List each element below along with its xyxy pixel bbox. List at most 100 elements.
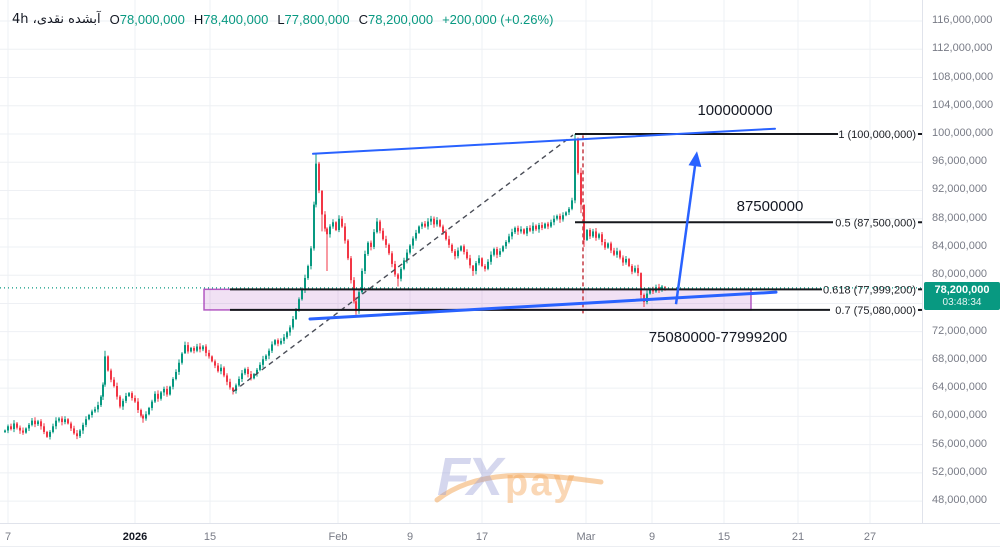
x-axis-label: 7 xyxy=(4,531,12,543)
candle xyxy=(622,257,624,263)
candle xyxy=(601,234,603,243)
candle xyxy=(604,242,606,248)
candle xyxy=(514,227,516,233)
candle xyxy=(580,172,582,205)
candle xyxy=(496,249,498,255)
candle xyxy=(163,388,165,393)
candle xyxy=(556,215,558,219)
candle xyxy=(613,250,615,255)
candle xyxy=(226,375,228,382)
ohlc-low: L77,800,000 xyxy=(277,11,350,27)
candle xyxy=(625,258,627,263)
last-price: 78,200,000 xyxy=(934,284,990,296)
candle xyxy=(475,263,477,271)
price-axis[interactable]: 78,200,000 03:48:34 116,000,000 112,000,0… xyxy=(922,0,1000,523)
candle xyxy=(25,428,27,433)
bar-countdown: 03:48:34 xyxy=(942,297,982,308)
candle xyxy=(616,251,618,255)
candle xyxy=(151,401,153,408)
candle xyxy=(79,430,81,437)
candle xyxy=(214,361,216,366)
candle xyxy=(315,163,317,205)
candle xyxy=(205,346,207,353)
candle xyxy=(457,250,459,257)
fib-retracement[interactable]: 1 (100,000,000) 0.5 (87,500,000) 0.618 (77… xyxy=(230,129,923,317)
candle xyxy=(361,270,363,293)
candle xyxy=(82,424,84,431)
y-axis-label: 92,000,000 xyxy=(932,183,988,196)
candle xyxy=(628,258,630,267)
candle xyxy=(577,138,579,173)
candle xyxy=(318,163,320,191)
candle xyxy=(43,426,45,432)
candle xyxy=(58,418,60,421)
candle xyxy=(253,374,255,379)
candle xyxy=(49,431,51,437)
candle xyxy=(119,396,121,407)
mid-level-annotation[interactable]: 87500000 xyxy=(736,198,804,215)
candle xyxy=(131,393,133,399)
candle xyxy=(418,226,420,233)
candle xyxy=(421,223,423,227)
candle xyxy=(382,230,384,240)
candle xyxy=(40,421,42,427)
candle xyxy=(256,369,258,375)
candle xyxy=(427,221,429,227)
candle xyxy=(415,232,417,239)
y-axis-label: 88,000,000 xyxy=(932,211,988,224)
projection-arrow[interactable] xyxy=(674,151,702,305)
candle xyxy=(265,355,267,360)
target-price-annotation[interactable]: 100000000 xyxy=(697,102,773,119)
y-axis-label: 80,000,000 xyxy=(932,268,988,281)
candle xyxy=(67,419,69,424)
y-axis-label: 100,000,000 xyxy=(932,127,994,139)
x-axis-label: 27 xyxy=(863,531,877,543)
candle xyxy=(181,353,183,363)
lower-blue-trendline[interactable] xyxy=(308,290,778,321)
candle xyxy=(286,332,288,338)
candle xyxy=(565,212,567,216)
candle xyxy=(409,245,411,253)
candle xyxy=(350,258,352,281)
upper-blue-trendline[interactable] xyxy=(312,127,776,155)
candle xyxy=(529,227,531,231)
candle xyxy=(91,411,93,415)
candle xyxy=(34,420,36,425)
candle xyxy=(544,223,546,228)
candle xyxy=(271,344,273,351)
candle xyxy=(335,222,337,231)
candle xyxy=(379,221,381,231)
candle xyxy=(208,352,210,357)
candle xyxy=(140,410,142,416)
candle xyxy=(553,218,555,223)
candle xyxy=(367,242,369,255)
fib-level-label: 0.618 (77,999,200) xyxy=(823,284,916,296)
candle xyxy=(102,384,104,397)
candle xyxy=(478,258,480,264)
support-zone-annotation[interactable]: 75080000-77999200 xyxy=(648,329,788,346)
y-axis-label: 52,000,000 xyxy=(932,465,988,478)
y-axis-label: 96,000,000 xyxy=(932,155,988,168)
candle xyxy=(19,427,21,431)
candle xyxy=(241,373,243,379)
candle xyxy=(646,293,648,303)
candle xyxy=(490,254,492,262)
candle xyxy=(283,337,285,341)
candle xyxy=(7,426,9,431)
ohlc-open: O78,000,000 xyxy=(109,11,185,27)
candle xyxy=(466,251,468,259)
candle xyxy=(211,356,213,362)
candle xyxy=(526,227,528,234)
candle xyxy=(122,400,124,407)
candle xyxy=(184,345,186,354)
dashed-trendline[interactable] xyxy=(232,134,574,393)
candle xyxy=(631,266,633,272)
candle xyxy=(145,414,147,419)
y-axis-label: 60,000,000 xyxy=(932,409,988,422)
candle xyxy=(64,419,66,423)
candle xyxy=(344,226,346,241)
symbol-title[interactable]: آبشده نقدی، 4h xyxy=(12,11,101,27)
time-axis[interactable]: 7 2026 15 Feb 9 17 Mar 9 15 21 27 xyxy=(0,523,1000,552)
